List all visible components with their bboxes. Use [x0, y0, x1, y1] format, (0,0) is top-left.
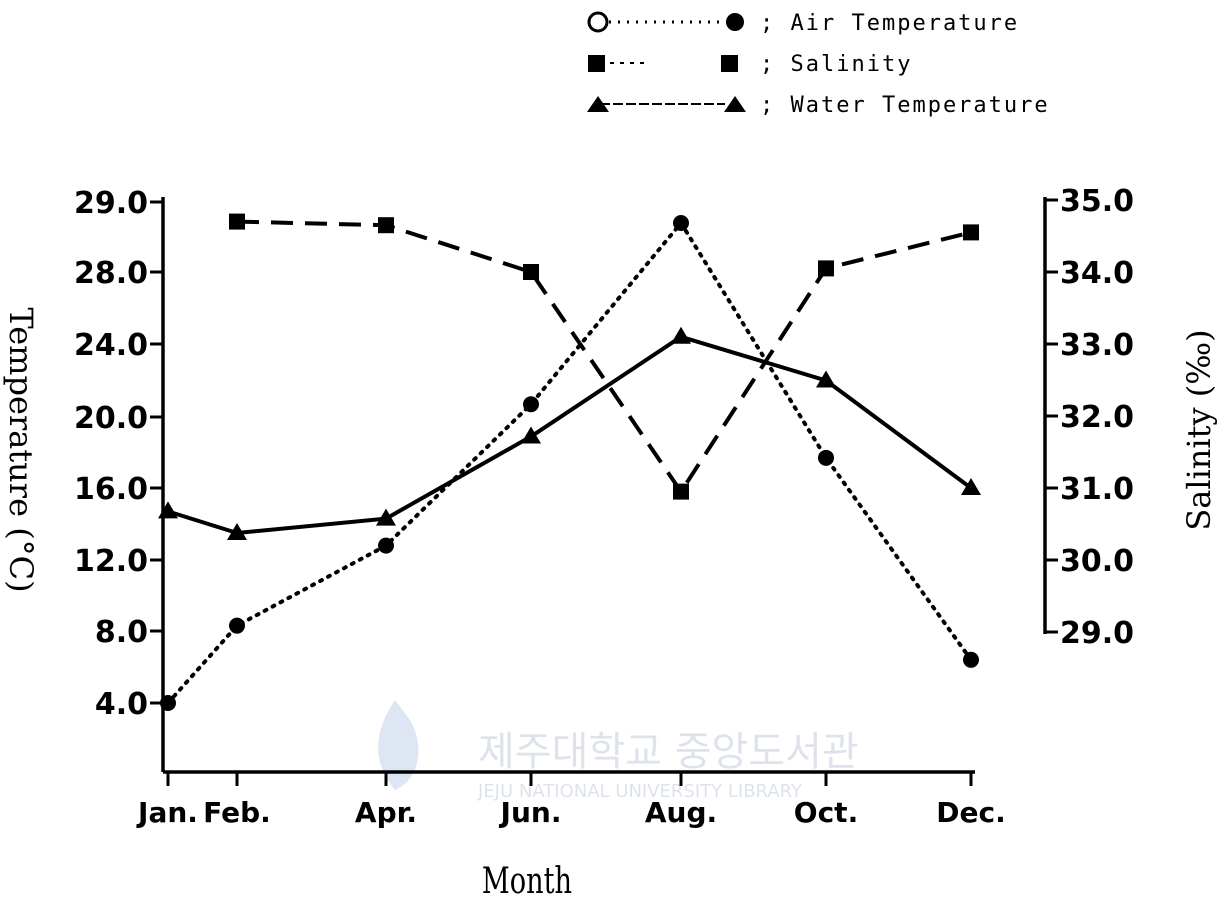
watermark-korean: 제주대학교 중앙도서관: [478, 729, 859, 775]
data-point-triangle: [961, 478, 981, 495]
x-tick-label: Jan.: [136, 796, 198, 829]
legend-marker-triangle: [724, 96, 746, 112]
data-point-circle: [229, 617, 245, 634]
legend-marker-open-circle: [587, 11, 609, 33]
legend-entry-salinity: ; Salinity: [588, 52, 912, 77]
left-tick-label: 20.0: [74, 401, 148, 436]
legend-marker-square: [721, 55, 738, 72]
data-point-square: [523, 264, 539, 280]
series-air-temperature: [160, 215, 979, 711]
series-layer: [158, 213, 981, 711]
data-point-circle: [523, 396, 539, 413]
data-point-triangle: [376, 508, 396, 526]
legend-label: ; Air Temperature: [760, 11, 1019, 36]
data-point-triangle: [671, 326, 691, 344]
data-point-circle: [963, 651, 979, 668]
left-tick-label: 29.0: [74, 186, 148, 221]
x-axis-title: Month: [482, 859, 572, 902]
left-tick-label: 12.0: [74, 544, 148, 579]
series-salinity: [229, 213, 979, 500]
data-point-square: [963, 224, 979, 241]
right-tick-label: 33.0: [1060, 328, 1134, 363]
data-point-circle: [378, 537, 394, 554]
legend-entry-water-temperature: ; Water Temperature: [587, 93, 1050, 118]
left-tick-label: 28.0: [74, 256, 148, 291]
data-point-triangle: [816, 370, 836, 388]
watermark: 제주대학교 중앙도서관 JEJU NATIONAL UNIVERSITY LIB…: [378, 700, 859, 802]
legend-marker-circle: [726, 13, 744, 31]
x-tick-label: Apr.: [355, 796, 417, 829]
legend-label: ; Salinity: [760, 52, 912, 77]
data-point-square: [229, 213, 245, 230]
legend-label: ; Water Temperature: [760, 93, 1050, 118]
series-water-temperature: [158, 326, 981, 540]
data-point-circle: [673, 215, 689, 231]
right-tick-label: 32.0: [1060, 400, 1134, 435]
right-tick-label: 30.0: [1060, 544, 1134, 579]
x-tick-label: Oct.: [794, 796, 858, 829]
data-point-square: [818, 260, 834, 277]
legend-marker-triangle: [587, 96, 609, 112]
axes: 4.0 8.0 12.0 16.0 20.0 24.0 28.0 29.0 29.0 30.0 3…: [74, 184, 1134, 829]
data-point-triangle: [158, 501, 178, 519]
left-axis-ticks: 4.0 8.0 12.0 16.0 20.0 24.0 28.0 29.0: [74, 186, 163, 722]
data-point-triangle: [227, 523, 247, 540]
right-tick-label: 35.0: [1060, 184, 1134, 219]
right-tick-label: 31.0: [1060, 472, 1134, 507]
legend-entry-air-temperature: ; Air Temperature: [587, 11, 1019, 36]
legend: ; Air Temperature ; Salinity ; Water Tem…: [587, 11, 1050, 118]
left-tick-label: 24.0: [74, 328, 148, 363]
x-tick-label: Dec.: [936, 796, 1005, 829]
legend-marker-square: [588, 55, 605, 72]
x-axis-ticks: Jan. Feb. Apr. Jun. Aug. Oct. Dec.: [136, 772, 1006, 829]
left-tick-label: 4.0: [95, 687, 148, 722]
series-line: [166, 221, 973, 705]
watermark-english: JEJU NATIONAL UNIVERSITY LIBRARY: [477, 781, 803, 802]
data-point-triangle: [521, 426, 541, 444]
x-tick-label: Feb.: [203, 796, 271, 829]
right-tick-label: 34.0: [1060, 256, 1134, 291]
data-point-square: [673, 483, 689, 500]
data-point-square: [378, 217, 394, 234]
x-tick-label: Aug.: [645, 796, 717, 829]
left-axis-title: Temperature (°C): [2, 307, 40, 592]
data-point-circle: [160, 695, 176, 711]
left-tick-label: 16.0: [74, 472, 148, 507]
series-line: [236, 219, 972, 494]
right-tick-label: 29.0: [1060, 616, 1134, 651]
x-tick-label: Jun.: [499, 796, 562, 829]
left-tick-label: 8.0: [95, 615, 148, 650]
right-axis-ticks: 29.0 30.0 31.0 32.0 33.0 34.0 35.0: [1045, 184, 1134, 651]
series-line: [167, 334, 973, 535]
library-logo-icon: [378, 700, 419, 790]
data-point-circle: [818, 449, 834, 466]
right-axis-title: Salinity (‰): [1180, 329, 1218, 530]
